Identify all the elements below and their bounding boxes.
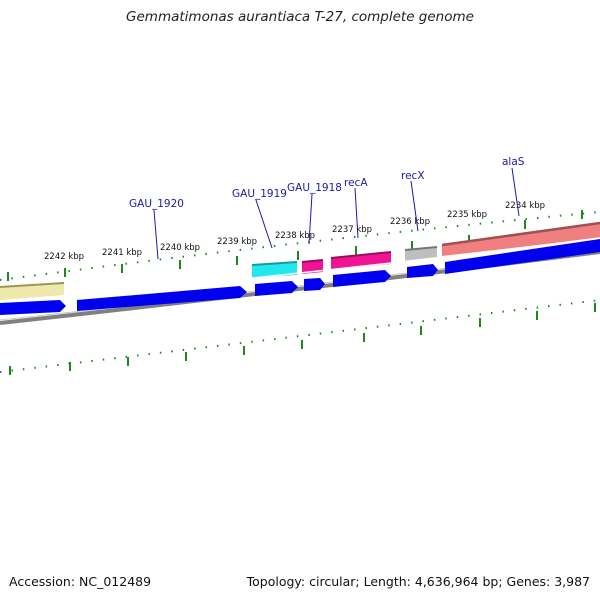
gene-leader-line (354, 187, 359, 239)
cds-arrow (0, 300, 66, 315)
kbp-label: 2238 kbp (275, 231, 315, 241)
gene-label[interactable]: GAU_1920 (129, 198, 184, 210)
kbp-label: 2237 kbp (332, 225, 372, 235)
magenta-feature-reca-edge (330, 251, 392, 259)
gene-leader-line (410, 180, 419, 232)
gene-leader-line (153, 209, 159, 260)
cds-arrow (445, 239, 600, 274)
khaki-feature (0, 283, 64, 300)
kbp-label: 2241 kbp (102, 248, 142, 258)
gene-label[interactable]: recX (401, 170, 425, 182)
salmon-feature-alas (442, 223, 600, 256)
magenta-feature-edge (301, 259, 324, 263)
gene-label[interactable]: GAU_1919 (232, 188, 287, 200)
kbp-label: 2234 kbp (505, 201, 545, 211)
cds-arrow (255, 281, 298, 296)
gene-leader-line (255, 199, 273, 249)
inner-major-ticks (9, 303, 596, 375)
gene-label[interactable]: GAU_1918 (287, 182, 342, 194)
salmon-feature-edge (441, 221, 600, 247)
kbp-label: 2239 kbp (217, 237, 257, 247)
gene-leader-line (511, 167, 520, 217)
accession-label: Accession: NC_012489 (9, 574, 152, 589)
kbp-label: 2235 kbp (447, 210, 487, 220)
cyan-feature-edge (251, 261, 298, 266)
topology-label: Topology: circular; Length: 4,636,964 bp… (246, 574, 590, 589)
gray-feature-recx (405, 247, 437, 261)
khaki-feature-edge (0, 282, 65, 288)
outer-major-ticks (7, 210, 583, 281)
cds-arrow (333, 270, 391, 287)
kbp-label: 2240 kbp (160, 243, 200, 253)
gene-label[interactable]: recA (344, 177, 368, 189)
map-title: Gemmatimonas aurantiaca T-27, complete g… (126, 9, 474, 25)
gray-feature-edge (404, 246, 438, 251)
cds-arrow (407, 264, 438, 278)
inner-tick-track (0, 299, 600, 373)
kbp-label: 2236 kbp (390, 217, 430, 227)
gene-label[interactable]: alaS (502, 156, 525, 168)
cds-arrow (77, 286, 247, 311)
track-separator (0, 237, 600, 303)
gene-leader-line (308, 193, 313, 245)
cds-arrow (304, 278, 325, 291)
kbp-label: 2242 kbp (44, 252, 84, 262)
